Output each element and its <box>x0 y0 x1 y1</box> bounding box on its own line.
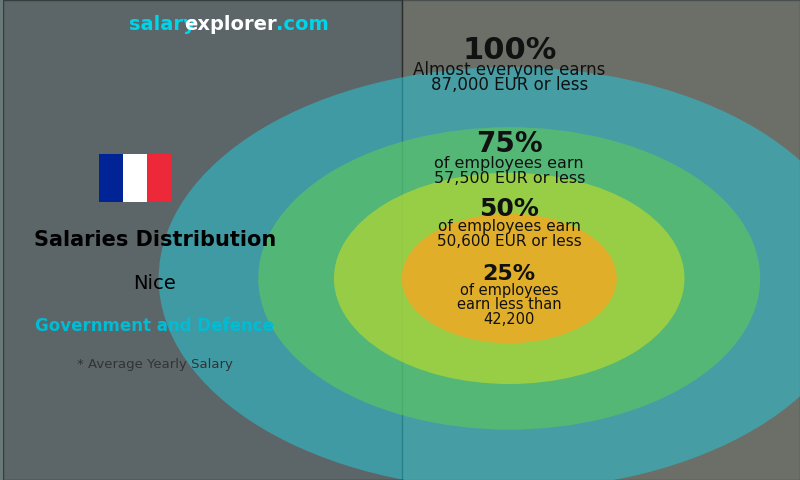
Text: Almost everyone earns: Almost everyone earns <box>413 60 606 79</box>
Text: 75%: 75% <box>476 130 542 158</box>
Text: Nice: Nice <box>134 274 176 293</box>
FancyBboxPatch shape <box>123 154 146 202</box>
Ellipse shape <box>402 214 617 343</box>
Text: 100%: 100% <box>462 36 557 65</box>
Text: Salaries Distribution: Salaries Distribution <box>34 230 276 250</box>
Text: of employees earn: of employees earn <box>434 156 584 171</box>
Text: 87,000 EUR or less: 87,000 EUR or less <box>430 76 588 95</box>
Text: * Average Yearly Salary: * Average Yearly Salary <box>77 358 233 372</box>
Text: 50%: 50% <box>479 197 539 221</box>
Text: 50,600 EUR or less: 50,600 EUR or less <box>437 234 582 249</box>
Ellipse shape <box>334 173 685 384</box>
Ellipse shape <box>158 67 800 480</box>
FancyBboxPatch shape <box>146 154 170 202</box>
Text: salary: salary <box>130 14 196 34</box>
Text: 25%: 25% <box>482 264 536 284</box>
Text: Government and Defence: Government and Defence <box>35 317 274 336</box>
FancyBboxPatch shape <box>402 0 800 480</box>
Text: .com: .com <box>276 14 329 34</box>
Text: earn less than: earn less than <box>457 297 562 312</box>
Text: of employees: of employees <box>460 283 558 298</box>
Text: explorer: explorer <box>184 14 277 34</box>
Text: of employees earn: of employees earn <box>438 219 581 234</box>
FancyBboxPatch shape <box>99 154 123 202</box>
Ellipse shape <box>258 127 760 430</box>
FancyBboxPatch shape <box>3 0 402 480</box>
Text: 42,200: 42,200 <box>483 312 535 327</box>
Text: 57,500 EUR or less: 57,500 EUR or less <box>434 171 585 186</box>
